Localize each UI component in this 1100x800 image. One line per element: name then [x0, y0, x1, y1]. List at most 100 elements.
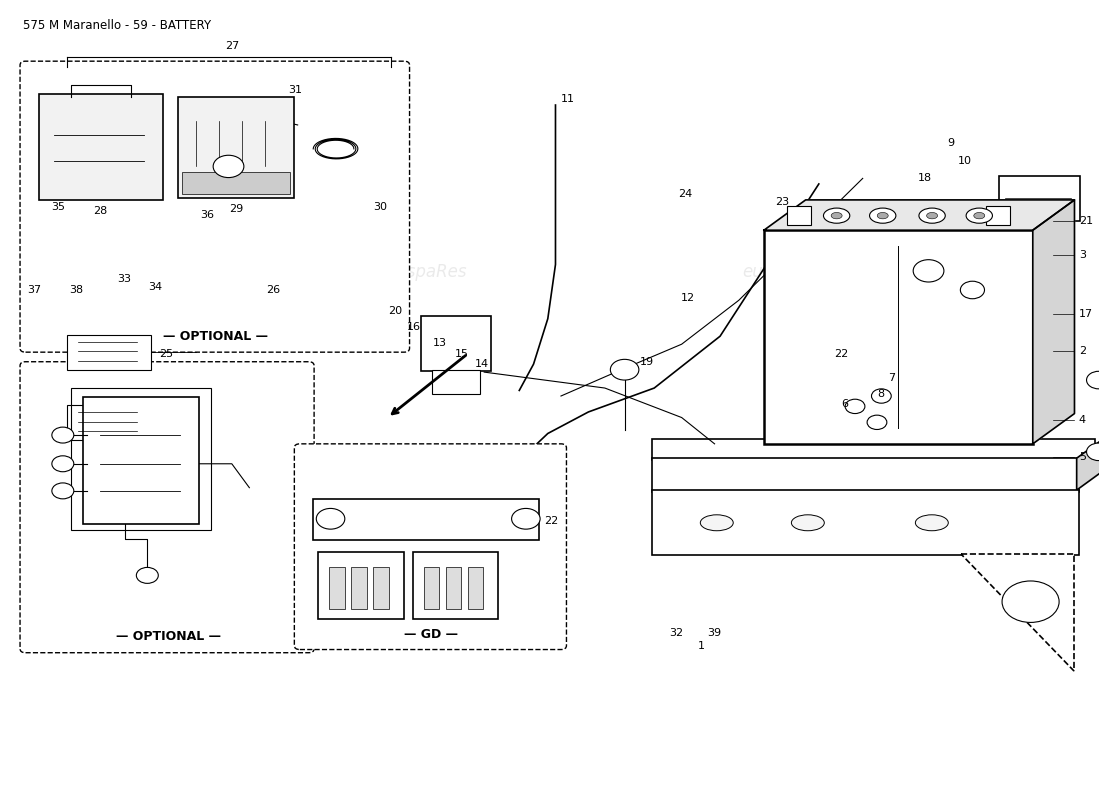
Text: 23: 23	[776, 198, 789, 207]
Text: — OPTIONAL —: — OPTIONAL —	[116, 630, 221, 643]
FancyBboxPatch shape	[82, 397, 199, 524]
Bar	[183, 172, 290, 194]
Text: 1: 1	[697, 641, 705, 650]
Circle shape	[52, 456, 74, 472]
Polygon shape	[1033, 200, 1075, 444]
Circle shape	[845, 399, 865, 414]
Text: 17: 17	[1079, 309, 1093, 319]
Text: 14: 14	[475, 359, 490, 369]
Text: 18: 18	[917, 174, 932, 183]
Text: 13: 13	[433, 338, 448, 347]
Text: 36: 36	[200, 210, 214, 220]
Text: 575 M Maranello - 59 - BATTERY: 575 M Maranello - 59 - BATTERY	[23, 19, 211, 32]
Circle shape	[52, 483, 74, 499]
Text: — OPTIONAL —: — OPTIONAL —	[163, 330, 267, 342]
Text: 31: 31	[288, 85, 302, 95]
Circle shape	[213, 155, 244, 178]
FancyBboxPatch shape	[652, 490, 1079, 555]
Text: eurospaRes: eurospaRes	[742, 263, 840, 282]
Text: 37: 37	[28, 285, 42, 295]
FancyBboxPatch shape	[67, 334, 151, 370]
Text: eurospaRes: eurospaRes	[370, 263, 468, 282]
Text: eurospaRes: eurospaRes	[742, 498, 840, 517]
Text: 9: 9	[947, 138, 954, 148]
Text: 5: 5	[1079, 452, 1086, 462]
Text: 27: 27	[224, 41, 239, 51]
Ellipse shape	[966, 208, 992, 223]
Ellipse shape	[870, 208, 895, 223]
Text: 26: 26	[266, 285, 280, 295]
Text: 11: 11	[561, 94, 574, 104]
Text: 3: 3	[1079, 250, 1086, 260]
FancyBboxPatch shape	[39, 94, 163, 200]
Bar	[786, 206, 811, 226]
Text: 40: 40	[160, 419, 174, 429]
Circle shape	[867, 415, 887, 430]
FancyBboxPatch shape	[412, 552, 498, 619]
Text: 22: 22	[544, 516, 559, 526]
Bar	[986, 206, 1010, 226]
Text: 32: 32	[669, 628, 683, 638]
Bar	[424, 567, 439, 609]
Text: 25: 25	[160, 349, 174, 358]
Text: 21: 21	[1079, 216, 1093, 226]
FancyBboxPatch shape	[314, 499, 539, 539]
Polygon shape	[1077, 428, 1100, 490]
Text: 19: 19	[640, 357, 654, 366]
Text: 8: 8	[877, 389, 884, 398]
Ellipse shape	[877, 213, 888, 219]
FancyBboxPatch shape	[178, 97, 295, 198]
Bar	[330, 567, 344, 609]
Text: 10: 10	[958, 156, 971, 166]
Text: 2: 2	[1079, 346, 1086, 355]
Text: 16: 16	[407, 322, 420, 332]
Text: 30: 30	[373, 202, 387, 212]
Text: 24: 24	[679, 190, 693, 199]
Circle shape	[136, 567, 158, 583]
Circle shape	[871, 389, 891, 403]
Text: 22: 22	[834, 349, 848, 358]
Text: 35: 35	[52, 202, 65, 212]
Text: 38: 38	[69, 285, 84, 295]
FancyBboxPatch shape	[319, 552, 404, 619]
Circle shape	[960, 282, 984, 298]
Circle shape	[913, 260, 944, 282]
Text: — GD —: — GD —	[405, 628, 459, 641]
Ellipse shape	[701, 515, 734, 530]
FancyBboxPatch shape	[431, 370, 480, 394]
Text: 7: 7	[888, 373, 895, 382]
Text: 29: 29	[229, 204, 243, 214]
Text: 33: 33	[118, 274, 131, 284]
Circle shape	[610, 359, 639, 380]
Bar	[446, 567, 461, 609]
Text: 20: 20	[387, 306, 402, 316]
Polygon shape	[961, 554, 1075, 671]
Circle shape	[1087, 443, 1100, 461]
Text: 15: 15	[455, 349, 470, 358]
FancyBboxPatch shape	[20, 61, 409, 352]
Ellipse shape	[824, 208, 850, 223]
Text: 39: 39	[707, 628, 722, 638]
Ellipse shape	[926, 213, 937, 219]
Bar	[468, 567, 483, 609]
Ellipse shape	[791, 515, 824, 530]
Bar	[351, 567, 366, 609]
Circle shape	[317, 509, 344, 529]
Ellipse shape	[832, 213, 843, 219]
Ellipse shape	[915, 515, 948, 530]
Bar	[373, 567, 388, 609]
FancyBboxPatch shape	[420, 316, 491, 370]
Circle shape	[1087, 371, 1100, 389]
FancyBboxPatch shape	[295, 444, 566, 650]
Text: 4: 4	[1079, 415, 1086, 425]
Circle shape	[512, 509, 540, 529]
Text: 12: 12	[681, 293, 695, 303]
Ellipse shape	[918, 208, 945, 223]
Circle shape	[52, 427, 74, 443]
Text: 28: 28	[94, 206, 108, 216]
Ellipse shape	[974, 213, 984, 219]
FancyBboxPatch shape	[764, 230, 1033, 444]
Circle shape	[1002, 581, 1059, 622]
FancyBboxPatch shape	[67, 405, 151, 440]
FancyBboxPatch shape	[999, 176, 1080, 221]
